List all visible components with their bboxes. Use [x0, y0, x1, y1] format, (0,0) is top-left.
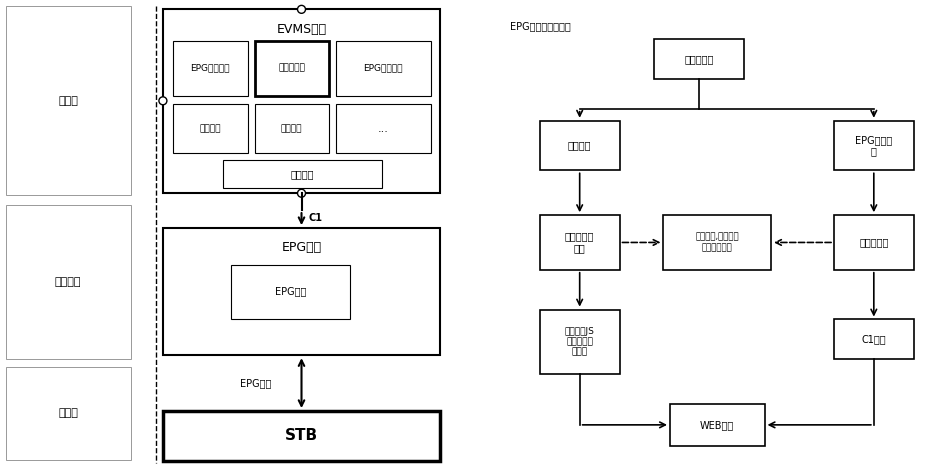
Bar: [173, 41, 247, 96]
Bar: [162, 411, 440, 461]
Bar: [254, 41, 329, 96]
Bar: [833, 121, 913, 170]
Bar: [162, 9, 440, 193]
Bar: [223, 160, 382, 188]
Bar: [230, 265, 350, 319]
Circle shape: [297, 5, 305, 13]
Bar: [7, 367, 131, 460]
Text: 模板编号,推荐位编
号，沟通确认: 模板编号,推荐位编 号，沟通确认: [695, 233, 738, 252]
Bar: [654, 39, 744, 79]
Bar: [663, 215, 770, 270]
Bar: [669, 404, 764, 446]
Text: 模板上传: 模板上传: [567, 141, 591, 151]
Circle shape: [159, 97, 167, 105]
Text: 数据下发: 数据下发: [291, 169, 314, 179]
Bar: [254, 104, 329, 153]
Text: WEB容器: WEB容器: [700, 420, 733, 430]
Text: 运营商侧: 运营商侧: [55, 277, 81, 287]
Text: 绑定推荐位: 绑定推荐位: [858, 237, 887, 248]
Bar: [7, 7, 131, 195]
Text: 人员管理: 人员管理: [280, 124, 302, 133]
Text: EPG模板管理: EPG模板管理: [363, 63, 402, 73]
Text: C1: C1: [308, 213, 322, 223]
Text: EPG可视化编排流程: EPG可视化编排流程: [510, 21, 570, 31]
Text: 静态页设计: 静态页设计: [683, 54, 714, 64]
Text: 可视化编排: 可视化编排: [278, 63, 305, 73]
Text: EPG源码管理: EPG源码管理: [190, 63, 229, 73]
Bar: [539, 215, 619, 270]
Bar: [833, 319, 913, 359]
Circle shape: [297, 189, 305, 197]
Bar: [162, 228, 440, 356]
Text: EVMS系统: EVMS系统: [277, 23, 327, 36]
Text: 权限管理: 权限管理: [199, 124, 220, 133]
Text: STB: STB: [285, 428, 318, 443]
Bar: [539, 310, 619, 374]
Bar: [7, 205, 131, 359]
Text: 自动打包JS
数据、图片
并上传: 自动打包JS 数据、图片 并上传: [565, 327, 594, 357]
Bar: [539, 121, 619, 170]
Text: 广电侧: 广电侧: [59, 96, 78, 106]
Text: EPG访问: EPG访问: [240, 378, 271, 388]
Text: 用户侧: 用户侧: [59, 408, 78, 418]
Text: EPG页面开
发: EPG页面开 发: [854, 135, 891, 156]
Bar: [336, 41, 430, 96]
Text: EPG容器: EPG容器: [281, 242, 321, 254]
Bar: [833, 215, 913, 270]
Text: EPG服务: EPG服务: [275, 287, 306, 297]
Bar: [336, 104, 430, 153]
Bar: [173, 104, 247, 153]
Text: C1上传: C1上传: [861, 334, 885, 344]
Text: 模板推荐位
编排: 模板推荐位 编排: [565, 232, 594, 253]
Text: ...: ...: [378, 124, 388, 134]
